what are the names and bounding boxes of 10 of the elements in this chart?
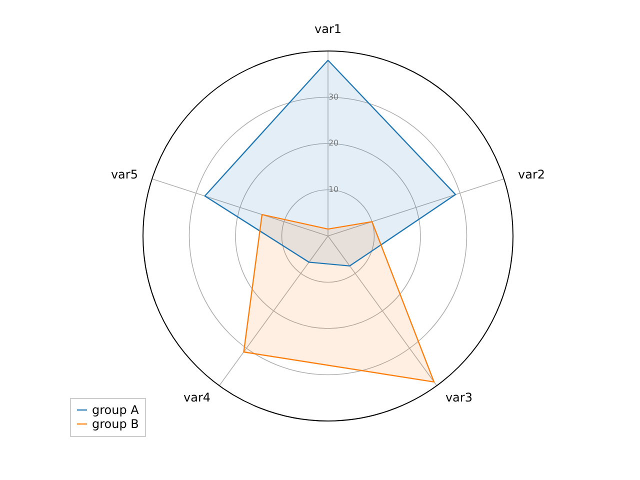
spoke-label: var1	[314, 22, 342, 36]
spoke-label: var3	[445, 390, 472, 405]
legend-label: group B	[92, 417, 139, 431]
y-tick-label: 30	[328, 92, 339, 102]
spoke-label: var4	[184, 390, 211, 405]
y-tick-label: 10	[328, 184, 339, 194]
spoke-label: var5	[110, 167, 138, 182]
y-tick-label: 20	[328, 138, 339, 148]
spoke-label: var2	[518, 167, 546, 182]
legend-label: group A	[92, 403, 140, 417]
